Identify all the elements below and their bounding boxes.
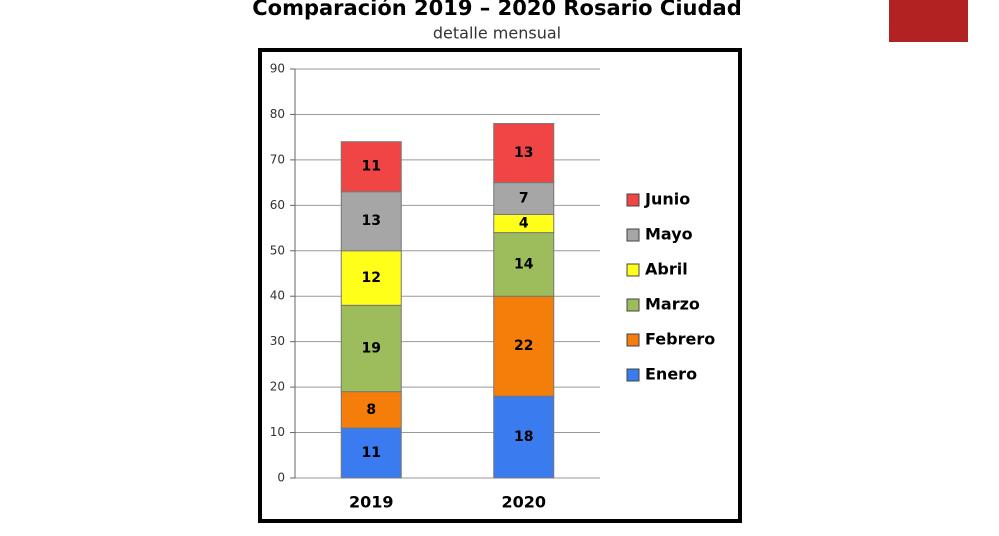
y-tick-label: 70 — [270, 152, 285, 166]
legend-swatch — [626, 193, 640, 207]
y-tick-label: 30 — [270, 334, 285, 348]
legend-label: Mayo — [645, 225, 693, 244]
value-label: 11 — [362, 159, 381, 175]
bar-segment — [340, 141, 402, 193]
value-label: 18 — [514, 429, 533, 445]
legend-label: Enero — [645, 365, 697, 384]
value-label: 8 — [366, 402, 376, 418]
legend-swatch — [626, 263, 640, 277]
legend-swatch — [626, 298, 640, 312]
bar-segment — [493, 295, 555, 397]
bar-segment — [493, 232, 555, 297]
legend-label: Abril — [645, 260, 688, 279]
bar-segment — [340, 427, 402, 479]
legend-label: Junio — [644, 190, 690, 209]
legend-swatch — [626, 228, 640, 242]
y-tick-label: 80 — [270, 107, 285, 121]
bar-segment — [340, 191, 402, 252]
y-tick-label: 40 — [270, 289, 285, 303]
legend-swatch — [626, 333, 640, 347]
legend-swatch — [626, 368, 640, 382]
x-tick-label: 2020 — [501, 493, 546, 512]
legend-label: Febrero — [645, 330, 715, 349]
y-tick-label: 10 — [270, 425, 285, 439]
value-label: 14 — [514, 256, 534, 272]
y-tick-label: 20 — [270, 380, 285, 394]
bar-segment — [493, 123, 555, 184]
value-label: 19 — [362, 340, 381, 356]
value-label: 13 — [362, 213, 381, 229]
value-label: 12 — [362, 270, 381, 286]
accent-block — [889, 0, 968, 42]
legend-label: Marzo — [645, 295, 700, 314]
y-tick-label: 50 — [270, 243, 285, 257]
y-tick-label: 60 — [270, 198, 285, 212]
bar-segment — [340, 250, 402, 306]
value-label: 11 — [362, 445, 381, 461]
x-tick-label: 2019 — [349, 493, 394, 512]
y-tick-label: 0 — [277, 471, 285, 485]
value-label: 22 — [514, 338, 533, 354]
chart-title: Comparación 2019 – 2020 Rosario Ciudad — [252, 0, 741, 20]
value-label: 4 — [519, 216, 529, 232]
y-tick-label: 90 — [270, 62, 285, 76]
bar-segment — [493, 395, 555, 479]
value-label: 13 — [514, 145, 533, 161]
chart-subtitle: detalle mensual — [433, 24, 561, 43]
value-label: 7 — [519, 191, 529, 207]
